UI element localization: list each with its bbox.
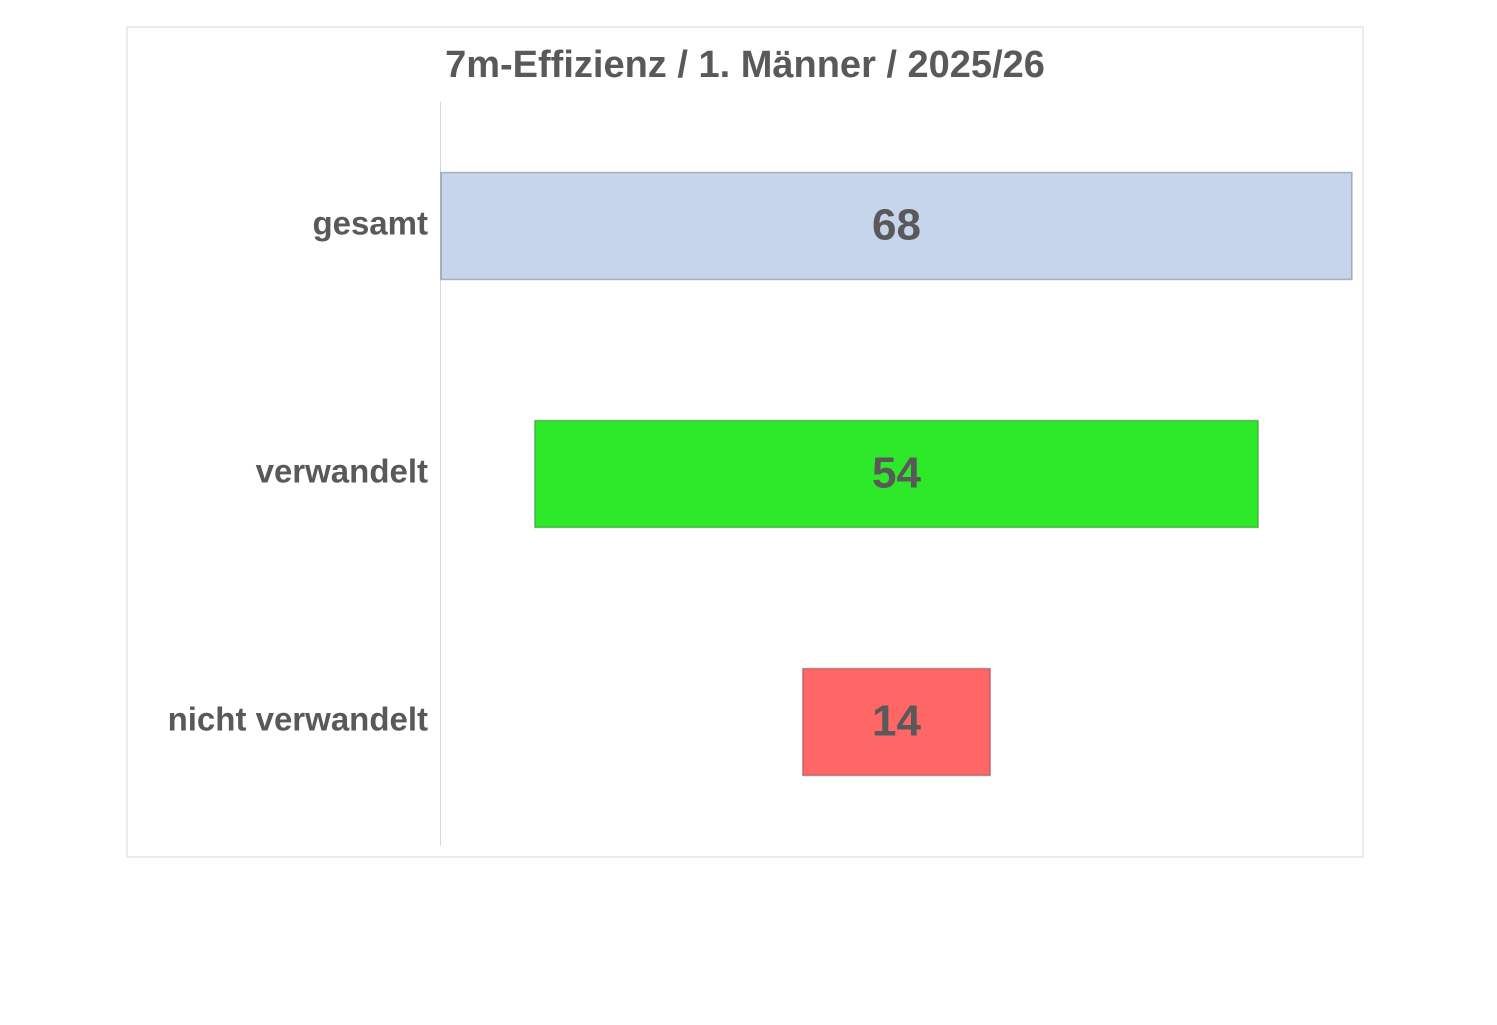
bar <box>440 171 1353 281</box>
bar <box>534 419 1259 529</box>
value-label: 68 <box>872 201 921 250</box>
value-label: 54 <box>872 449 921 498</box>
value-label: 14 <box>872 697 921 746</box>
category-label: verwandelt <box>256 453 428 490</box>
bar <box>801 667 992 777</box>
category-label: gesamt <box>312 205 428 242</box>
category-label: nicht verwandelt <box>168 701 428 738</box>
chart-title: 7m-Effizienz / 1. Männer / 2025/26 <box>445 44 1045 86</box>
